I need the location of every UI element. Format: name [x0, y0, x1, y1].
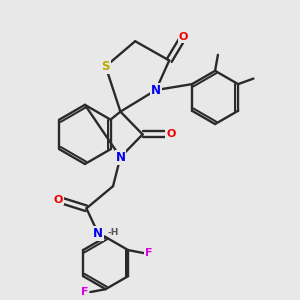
Text: N: N	[116, 151, 125, 164]
Text: S: S	[101, 60, 110, 73]
Text: F: F	[81, 287, 89, 297]
Text: -H: -H	[107, 228, 118, 237]
Text: F: F	[145, 248, 153, 258]
Text: O: O	[166, 129, 175, 140]
Text: N: N	[93, 227, 103, 240]
Text: O: O	[54, 194, 63, 205]
Text: O: O	[179, 32, 188, 42]
Text: N: N	[151, 83, 161, 97]
